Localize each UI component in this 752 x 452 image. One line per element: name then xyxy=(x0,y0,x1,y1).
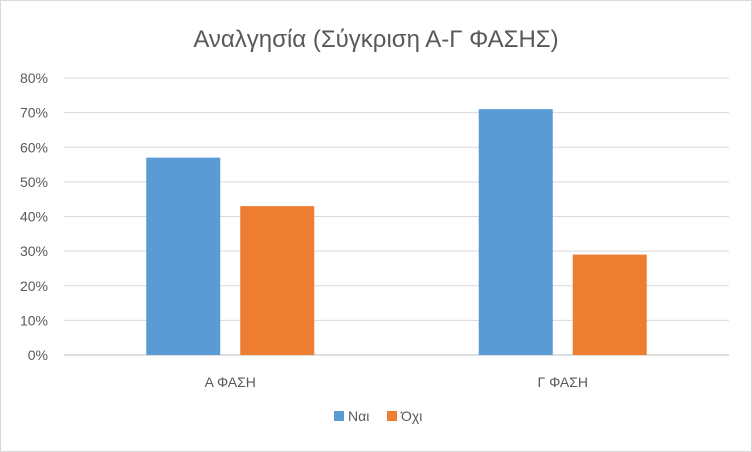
y-tick-label: 10% xyxy=(20,312,48,328)
bar-no-2 xyxy=(572,254,647,355)
x-axis-ticks: Α ΦΑΣΗ Γ ΦΑΣΗ xyxy=(205,374,588,390)
y-tick-label: 60% xyxy=(20,139,48,155)
chart-title: Αναλγησία (Σύγκριση Α-Γ ΦΑΣΗΣ) xyxy=(193,26,558,53)
y-tick-label: 70% xyxy=(20,105,48,121)
bars xyxy=(146,109,647,355)
y-tick-label: 80% xyxy=(20,70,48,86)
legend-label: Ναι xyxy=(348,408,369,424)
y-tick-label: 30% xyxy=(20,243,48,259)
x-tick-label: Α ΦΑΣΗ xyxy=(205,374,256,390)
legend: Ναι Όχι xyxy=(334,408,422,424)
legend-swatch xyxy=(387,411,397,421)
bar-yes-1 xyxy=(146,157,221,355)
bar-yes-2 xyxy=(478,109,553,355)
x-tick-label: Γ ΦΑΣΗ xyxy=(538,374,588,390)
y-tick-label: 20% xyxy=(20,278,48,294)
y-tick-label: 40% xyxy=(20,209,48,225)
legend-swatch xyxy=(334,411,344,421)
bar-no-1 xyxy=(240,206,315,355)
y-axis-ticks: 0% 10% 20% 30% 40% 50% 60% 70% 80% xyxy=(20,70,48,363)
legend-label: Όχι xyxy=(400,408,422,424)
y-tick-label: 0% xyxy=(28,347,48,363)
y-tick-label: 50% xyxy=(20,174,48,190)
